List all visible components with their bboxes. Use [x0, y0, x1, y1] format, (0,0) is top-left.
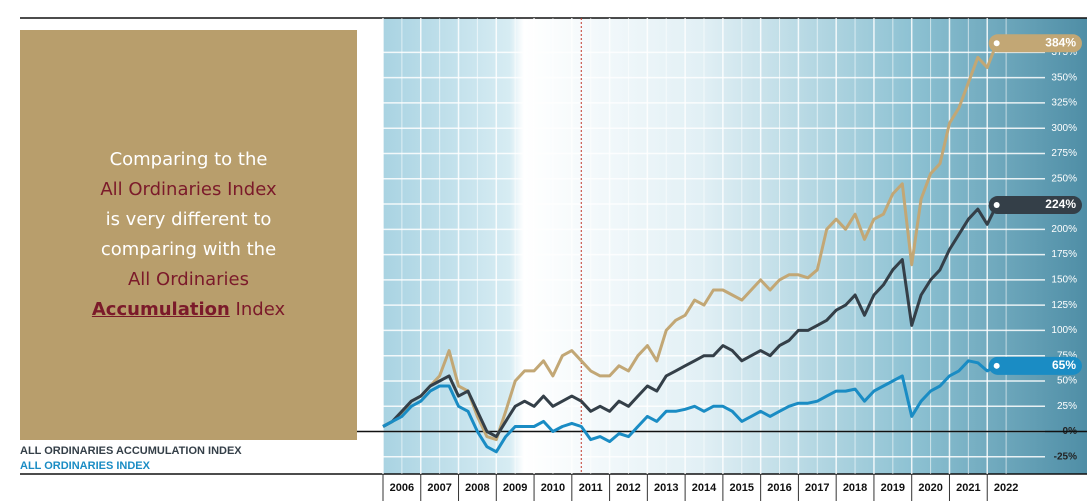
x-tick-label: 2019: [881, 482, 905, 494]
callout-line: All Ordinaries Index: [100, 179, 277, 200]
x-tick-label: 2011: [579, 482, 603, 494]
y-tick-label: 175%: [1051, 249, 1077, 260]
series-line: [382, 359, 998, 454]
x-tick-label: 2009: [503, 482, 527, 494]
callout-line: is very different to: [105, 209, 272, 230]
x-tick-label: 2022: [994, 482, 1018, 494]
y-tick-label: 75%: [1057, 350, 1077, 361]
y-tick-label: 125%: [1051, 300, 1077, 311]
callout-emphasis: Accumulation: [91, 299, 230, 320]
y-tick-label: 350%: [1051, 72, 1077, 83]
x-tick-label: 2014: [692, 482, 717, 494]
x-tick-label: 2010: [541, 482, 565, 494]
end-label: 384%: [1045, 35, 1076, 49]
callout-line: Accumulation Index: [92, 295, 285, 325]
y-tick-label: 250%: [1051, 173, 1077, 184]
callout-line: All Ordinaries: [127, 269, 249, 290]
x-tick-label: 2018: [843, 482, 867, 494]
legend-entry: ALL ORDINARIES ACCUMULATION INDEX: [20, 445, 242, 457]
y-tick-label: 25%: [1057, 401, 1077, 412]
y-tick-label: 150%: [1051, 275, 1077, 286]
end-dot: [993, 202, 1000, 209]
end-label: 224%: [1045, 197, 1076, 211]
x-tick-label: 2020: [918, 482, 942, 494]
x-tick-label: 2021: [956, 482, 980, 494]
x-tick-label: 2016: [767, 482, 791, 494]
series-line: [382, 42, 999, 442]
y-tick-label: 375%: [1051, 47, 1077, 58]
x-tick-label: 2006: [390, 482, 414, 494]
legend-entry: ALL ORDINARIES INDEX: [20, 460, 150, 472]
y-tick-label: 50%: [1057, 376, 1077, 387]
y-tick-label: 300%: [1051, 123, 1077, 134]
x-tick-label: 2013: [654, 482, 678, 494]
callout-line: comparing with the: [100, 239, 277, 260]
callout-text: Index: [235, 299, 286, 320]
end-label: 65%: [1052, 358, 1076, 372]
callout: Comparing to the All Ordinaries Index is…: [20, 30, 357, 440]
y-tick-label: 100%: [1051, 325, 1077, 336]
callout-line: Comparing to the: [109, 149, 268, 170]
end-dot: [993, 362, 1000, 369]
end-dot: [993, 40, 1000, 47]
y-tick-label: 325%: [1051, 98, 1077, 109]
end-badge: [988, 356, 1082, 375]
y-tick-label: -25%: [1054, 451, 1077, 462]
y-tick-label: 200%: [1051, 224, 1077, 235]
x-tick-label: 2012: [616, 482, 640, 494]
x-tick-label: 2007: [427, 482, 451, 494]
end-badge: [988, 196, 1082, 215]
series-line: [382, 204, 999, 439]
legend: ALL ORDINARIES ACCUMULATION INDEX ALL OR…: [20, 444, 242, 474]
x-tick-label: 2015: [730, 482, 754, 494]
end-badge: [988, 34, 1082, 53]
x-tick-label: 2017: [805, 482, 829, 494]
x-tick-label: 2008: [465, 482, 489, 494]
plot-background: [383, 18, 1087, 474]
y-tick-label: 275%: [1051, 148, 1077, 159]
